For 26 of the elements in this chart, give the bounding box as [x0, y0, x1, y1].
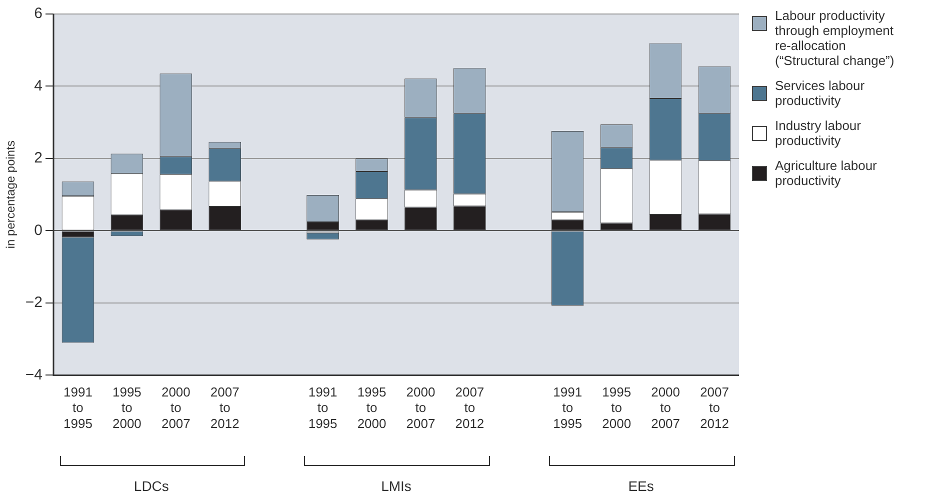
x-tick-label: 2007 to 2012	[700, 384, 729, 431]
y-tick-label: −2	[25, 294, 42, 312]
x-tick-label: 1995 to 2000	[357, 384, 386, 431]
text: EEs	[627, 478, 655, 494]
legend-label: Agriculture labour productivity	[775, 158, 878, 188]
x-tick-label: 1991 to 1995	[553, 384, 582, 431]
text: LDCs	[132, 478, 170, 494]
x-tick-label: 1995 to 2000	[602, 384, 632, 431]
y-tick-label: 2	[34, 150, 42, 167]
y-tick-label: 0	[34, 222, 42, 239]
x-tick-label: 2000 to 2007	[651, 384, 680, 431]
x-tick-label: 2007 to 2012	[455, 384, 484, 431]
legend-label: Services labour productivity	[775, 78, 866, 108]
y-tick-label: 6	[34, 5, 42, 22]
x-tick-label: 1991 to 1995	[64, 384, 92, 431]
legend-label: Industry labour productivity	[775, 118, 862, 148]
x-tick-label: 2007 to 2012	[210, 384, 240, 431]
x-tick-label: 1991 to 1995	[308, 384, 338, 431]
legend-label: Labour productivity through employment re-allocation (“Structural change”)	[775, 8, 896, 68]
y-axis-title: in percentage points	[4, 140, 18, 249]
x-tick-label: 2000 to 2007	[161, 384, 190, 431]
y-tick-label: 4	[34, 77, 42, 94]
x-tick-label: 2000 to 2007	[406, 384, 436, 431]
y-tick-label: −4	[25, 366, 42, 384]
text: LMIs	[380, 478, 412, 494]
x-tick-label: 1995 to 2000	[112, 384, 142, 431]
